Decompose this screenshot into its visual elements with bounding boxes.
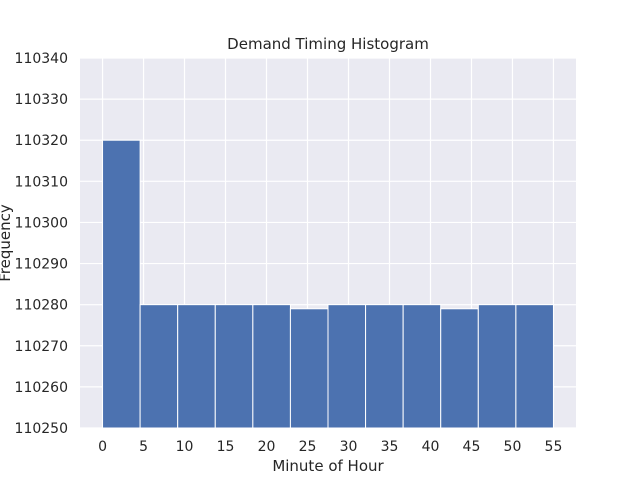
y-tick-label: 110260 <box>15 380 68 396</box>
y-tick-label: 110280 <box>15 298 68 314</box>
y-tick-label: 110330 <box>15 92 68 108</box>
x-tick-labels: 0 5 10 15 20 25 30 35 40 45 50 55 <box>98 439 562 455</box>
x-tick-label: 0 <box>98 439 107 455</box>
histogram-bar <box>252 304 291 429</box>
histogram-bar <box>402 304 442 429</box>
histogram-bar <box>139 304 179 429</box>
histogram-bar <box>289 308 329 429</box>
y-tick-label: 110250 <box>15 421 68 437</box>
y-tick-label: 110290 <box>15 257 68 273</box>
histogram-bar <box>515 304 554 429</box>
histogram-bar <box>477 304 517 429</box>
x-tick-label: 15 <box>217 439 235 455</box>
histogram-bar <box>440 308 479 429</box>
histogram-bar <box>365 304 404 429</box>
y-tick-label: 110270 <box>15 339 68 355</box>
x-tick-label: 25 <box>299 439 317 455</box>
x-tick-label: 30 <box>340 439 358 455</box>
bars-group <box>102 139 554 429</box>
histogram-bar <box>177 304 216 429</box>
histogram-bar <box>214 304 254 429</box>
chart-title: Demand Timing Histogram <box>227 35 429 53</box>
x-tick-label: 55 <box>545 439 563 455</box>
x-tick-label: 35 <box>381 439 399 455</box>
x-tick-label: 45 <box>463 439 481 455</box>
x-tick-label: 50 <box>504 439 522 455</box>
y-tick-label: 110340 <box>15 51 68 67</box>
x-tick-label: 20 <box>258 439 276 455</box>
x-axis-label: Minute of Hour <box>272 457 384 475</box>
y-tick-label: 110300 <box>15 215 68 231</box>
x-tick-label: 10 <box>176 439 194 455</box>
y-tick-label: 110320 <box>15 133 68 149</box>
y-tick-labels: 110250 110260 110270 110280 110290 110300 1103… <box>15 51 68 437</box>
y-axis-label: Frequency <box>0 204 14 282</box>
histogram-bar <box>102 139 141 429</box>
y-tick-label: 110310 <box>15 174 68 190</box>
x-tick-label: 5 <box>139 439 148 455</box>
histogram-bar <box>327 304 367 429</box>
x-tick-label: 40 <box>422 439 440 455</box>
